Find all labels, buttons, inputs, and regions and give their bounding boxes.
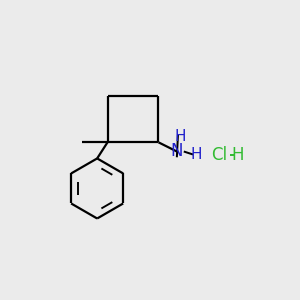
Text: N: N <box>171 142 183 160</box>
Text: H: H <box>232 146 244 164</box>
Text: Cl: Cl <box>212 146 228 164</box>
Text: H: H <box>191 147 202 162</box>
Text: H: H <box>175 129 186 144</box>
